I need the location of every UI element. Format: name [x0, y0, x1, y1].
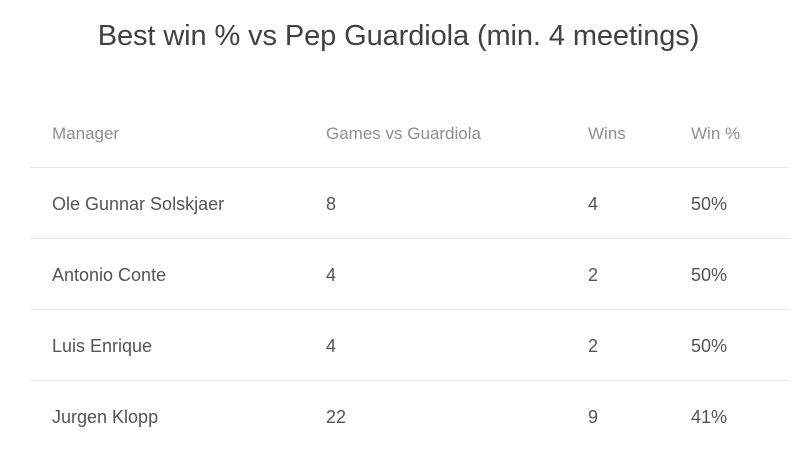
- cell-manager: Jurgen Klopp: [52, 406, 159, 427]
- cell-wins: 2: [588, 264, 599, 285]
- table-row: Ole Gunnar Solskjaer 8 4 50%: [30, 168, 790, 239]
- cell-win-pct: 41%: [691, 406, 728, 427]
- cell-games: 4: [326, 264, 337, 285]
- cell-win-pct: 50%: [691, 335, 728, 356]
- column-header-manager[interactable]: Manager: [52, 124, 120, 143]
- table-header-row: Manager Games vs Guardiola Wins Win %: [30, 100, 790, 168]
- column-header-win-pct[interactable]: Win %: [691, 124, 741, 143]
- table-row: Jurgen Klopp 22 9 41%: [30, 381, 790, 452]
- column-header-wins[interactable]: Wins: [588, 124, 626, 143]
- cell-wins: 2: [588, 335, 599, 356]
- column-header-games[interactable]: Games vs Guardiola: [326, 124, 481, 143]
- cell-wins: 9: [588, 406, 599, 427]
- cell-games: 4: [326, 335, 337, 356]
- cell-wins: 4: [588, 193, 599, 214]
- cell-win-pct: 50%: [691, 193, 728, 214]
- cell-manager: Antonio Conte: [52, 264, 167, 285]
- cell-manager: Ole Gunnar Solskjaer: [52, 193, 225, 214]
- table-row: Antonio Conte 4 2 50%: [30, 239, 790, 310]
- cell-manager: Luis Enrique: [52, 335, 153, 356]
- cell-games: 22: [326, 406, 347, 427]
- cell-games: 8: [326, 193, 337, 214]
- cell-win-pct: 50%: [691, 264, 728, 285]
- table-row: Luis Enrique 4 2 50%: [30, 310, 790, 381]
- page-title: Best win % vs Pep Guardiola (min. 4 meet…: [97, 20, 700, 52]
- stats-table: Manager Games vs Guardiola Wins Win % Ol…: [30, 100, 790, 452]
